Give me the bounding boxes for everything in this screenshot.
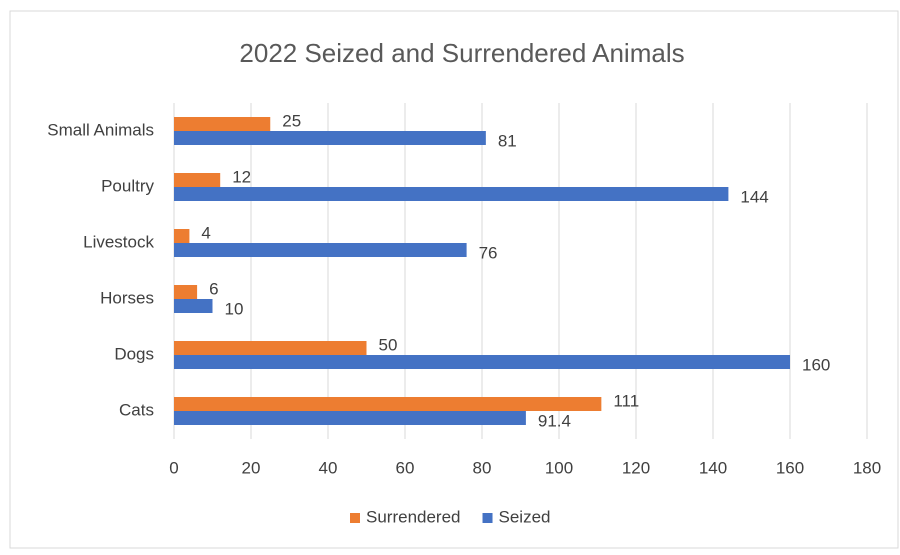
bar xyxy=(174,285,198,299)
legend-label: Seized xyxy=(499,507,551,526)
x-tick-label: 80 xyxy=(473,458,492,477)
data-label: 25 xyxy=(282,111,301,130)
data-label: 10 xyxy=(225,299,244,318)
data-label: 144 xyxy=(740,187,768,206)
bar xyxy=(174,355,790,369)
bar xyxy=(174,341,367,355)
bar xyxy=(174,117,271,131)
data-label: 91.4 xyxy=(538,411,571,430)
chart-title: 2022 Seized and Surrendered Animals xyxy=(239,38,684,68)
bar xyxy=(174,243,467,257)
bar xyxy=(174,411,526,425)
data-label: 76 xyxy=(479,243,498,262)
x-tick-label: 40 xyxy=(319,458,338,477)
bar xyxy=(174,397,602,411)
y-tick-label: Cats xyxy=(119,400,154,419)
legend-swatch xyxy=(350,513,360,523)
x-tick-label: 120 xyxy=(622,458,650,477)
bar xyxy=(174,229,190,243)
y-tick-label: Small Animals xyxy=(47,120,154,139)
y-tick-label: Poultry xyxy=(101,176,154,195)
x-tick-label: 140 xyxy=(699,458,727,477)
data-label: 12 xyxy=(232,167,251,186)
legend-swatch xyxy=(482,513,493,523)
y-tick-label: Livestock xyxy=(83,232,154,251)
x-tick-label: 0 xyxy=(169,458,178,477)
bar xyxy=(174,131,486,145)
x-tick-label: 60 xyxy=(396,458,415,477)
data-label: 6 xyxy=(209,279,218,298)
y-tick-label: Dogs xyxy=(114,344,154,363)
x-tick-label: 20 xyxy=(242,458,261,477)
data-label: 50 xyxy=(379,335,398,354)
data-label: 81 xyxy=(498,131,517,150)
x-tick-label: 100 xyxy=(545,458,573,477)
y-tick-label: Horses xyxy=(100,288,154,307)
chart-frame xyxy=(9,10,899,549)
data-label: 4 xyxy=(201,223,210,242)
bar xyxy=(174,173,221,187)
data-label: 160 xyxy=(802,355,830,374)
bar xyxy=(174,299,213,313)
legend-label: Surrendered xyxy=(366,507,461,526)
x-tick-label: 180 xyxy=(853,458,881,477)
x-tick-label: 160 xyxy=(776,458,804,477)
data-label: 111 xyxy=(613,391,639,410)
bar xyxy=(174,187,729,201)
